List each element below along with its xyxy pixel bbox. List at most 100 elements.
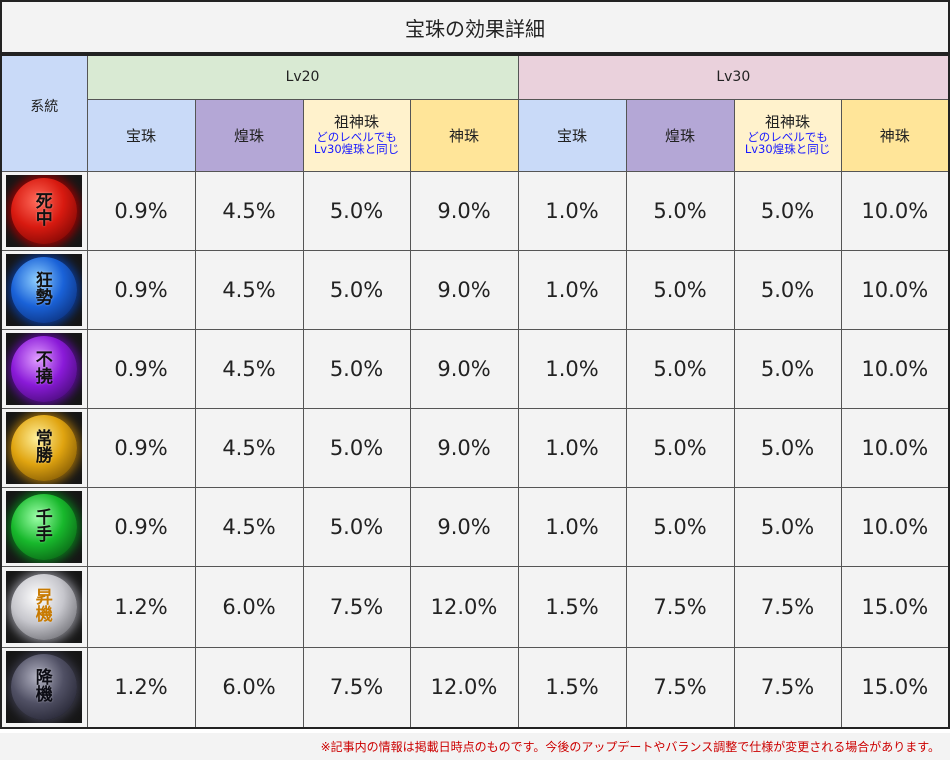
table-row: 死中 0.9% 4.5% 5.0% 9.0% 1.0% 5.0% 5.0% 10.0% — [0, 170, 950, 251]
orb-graphic: 不撓 — [11, 335, 78, 402]
lv20-shinju-value: 12.0% — [409, 565, 519, 648]
orb-glyph-top: 常 — [35, 428, 53, 449]
table-row: 昇機 1.2% 6.0% 7.5% 12.0% 1.5% 7.5% 7.5% 15.0% — [0, 565, 950, 648]
orb-icon-cell: 常勝 — [0, 407, 88, 488]
lv30-kouju-header: 煌珠 — [625, 98, 735, 172]
lv30-shinju-value: 10.0% — [840, 407, 950, 488]
table-row: 千手 0.9% 4.5% 5.0% 9.0% 1.0% 5.0% 5.0% 10.0% — [0, 486, 950, 567]
orb-glyph-bottom: 機 — [35, 685, 53, 706]
lv20-soshin-value: 5.0% — [302, 249, 411, 330]
orb-icon-cell: 狂勢 — [0, 249, 88, 330]
orb-icon-cell: 降機 — [0, 646, 88, 729]
orb-icon-cell: 昇機 — [0, 565, 88, 648]
lv20-kouju-value: 4.5% — [194, 170, 304, 251]
orb-graphic: 常勝 — [11, 414, 78, 481]
lv20-soshin-value: 7.5% — [302, 565, 411, 648]
lv20-soshin-value: 7.5% — [302, 646, 411, 729]
lv30-houju-value: 1.0% — [517, 407, 627, 488]
orb-glyph-bottom: 手 — [35, 524, 53, 545]
table-body: 死中 0.9% 4.5% 5.0% 9.0% 1.0% 5.0% 5.0% 10.0% 狂勢 0.9… — [0, 170, 950, 729]
lv30-soshin-value: 5.0% — [733, 249, 842, 330]
lv20-soshin-value: 5.0% — [302, 486, 411, 567]
orb-glyph-top: 降 — [35, 668, 53, 689]
orb-glyph-bottom: 機 — [35, 604, 53, 625]
lv30-soshin-value: 5.0% — [733, 407, 842, 488]
orb-icon: 降機 — [6, 651, 83, 724]
lv30-soshin-value: 5.0% — [733, 170, 842, 251]
orb-icon: 常勝 — [6, 411, 83, 484]
lv30-kouju-value: 7.5% — [625, 565, 735, 648]
lv20-shinju-value: 12.0% — [409, 646, 519, 729]
orb-icon: 千手 — [6, 490, 83, 563]
orb-graphic: 降機 — [11, 654, 78, 721]
lv30-soshin-header: 祖神珠 どのレベルでも Lv30煌珠と同じ — [733, 98, 842, 172]
lv30-soshin-value: 7.5% — [733, 565, 842, 648]
lv30-shinju-header: 神珠 — [840, 98, 950, 172]
lv20-kouju-value: 4.5% — [194, 328, 304, 409]
orb-glyph-top: 狂 — [35, 270, 53, 291]
lv30-kouju-value: 5.0% — [625, 170, 735, 251]
lv30-shinju-value: 10.0% — [840, 486, 950, 567]
orb-graphic: 昇機 — [11, 573, 78, 640]
lv30-header: Lv30 — [517, 54, 950, 100]
orb-glyph-top: 昇 — [35, 587, 53, 608]
lv30-soshin-note-1: どのレベルでも — [747, 130, 828, 145]
orb-glyph-top: 千 — [35, 507, 53, 528]
lv20-soshin-note-2: Lv30煌珠と同じ — [313, 142, 400, 157]
orb-icon-cell: 不撓 — [0, 328, 88, 409]
lv20-shinju-header: 神珠 — [409, 98, 519, 172]
table-row: 常勝 0.9% 4.5% 5.0% 9.0% 1.0% 5.0% 5.0% 10.0% — [0, 407, 950, 488]
lv20-shinju-value: 9.0% — [409, 170, 519, 251]
lv30-houju-value: 1.0% — [517, 170, 627, 251]
lv20-houju-value: 1.2% — [86, 646, 196, 729]
lv30-houju-value: 1.0% — [517, 486, 627, 567]
lv30-shinju-value: 15.0% — [840, 646, 950, 729]
lv30-shinju-value: 10.0% — [840, 249, 950, 330]
lv30-kouju-value: 5.0% — [625, 249, 735, 330]
lv30-houju-value: 1.0% — [517, 328, 627, 409]
lv30-houju-value: 1.5% — [517, 646, 627, 729]
lv20-kouju-value: 4.5% — [194, 407, 304, 488]
lv30-kouju-value: 5.0% — [625, 407, 735, 488]
system-header: 系統 — [0, 54, 88, 172]
lv20-houju-value: 0.9% — [86, 170, 196, 251]
lv20-shinju-value: 9.0% — [409, 407, 519, 488]
lv20-kouju-value: 4.5% — [194, 249, 304, 330]
orb-glyph-bottom: 中 — [35, 208, 53, 229]
lv20-soshin-header: 祖神珠 どのレベルでも Lv30煌珠と同じ — [302, 98, 411, 172]
lv20-houju-header: 宝珠 — [86, 98, 196, 172]
lv20-kouju-value: 6.0% — [194, 646, 304, 729]
lv20-soshin-note-1: どのレベルでも — [316, 130, 397, 145]
lv20-soshin-value: 5.0% — [302, 407, 411, 488]
orb-icon: 不撓 — [6, 332, 83, 405]
lv20-houju-value: 0.9% — [86, 328, 196, 409]
table-row: 降機 1.2% 6.0% 7.5% 12.0% 1.5% 7.5% 7.5% 15.0% — [0, 646, 950, 729]
orb-icon: 昇機 — [6, 570, 83, 643]
lv20-soshin-label: 祖神珠 — [333, 112, 379, 131]
lv20-header: Lv20 — [86, 54, 519, 100]
orb-glyph-bottom: 勢 — [35, 287, 53, 308]
lv20-shinju-value: 9.0% — [409, 328, 519, 409]
orb-graphic: 死中 — [11, 177, 78, 244]
lv20-houju-value: 0.9% — [86, 407, 196, 488]
lv20-soshin-value: 5.0% — [302, 328, 411, 409]
orb-glyph-top: 死 — [35, 191, 53, 212]
lv20-kouju-value: 6.0% — [194, 565, 304, 648]
lv20-soshin-value: 5.0% — [302, 170, 411, 251]
lv30-soshin-value: 7.5% — [733, 646, 842, 729]
lv30-shinju-value: 10.0% — [840, 328, 950, 409]
lv30-soshin-note-2: Lv30煌珠と同じ — [744, 142, 831, 157]
lv30-kouju-value: 5.0% — [625, 486, 735, 567]
lv20-shinju-value: 9.0% — [409, 486, 519, 567]
orb-glyph-bottom: 撓 — [35, 366, 53, 387]
orb-graphic: 狂勢 — [11, 256, 78, 323]
lv30-kouju-value: 7.5% — [625, 646, 735, 729]
lv20-houju-value: 0.9% — [86, 249, 196, 330]
orb-icon-cell: 死中 — [0, 170, 88, 251]
table-title: 宝珠の効果詳細 — [0, 0, 950, 54]
lv20-shinju-value: 9.0% — [409, 249, 519, 330]
lv20-houju-value: 1.2% — [86, 565, 196, 648]
lv20-kouju-value: 4.5% — [194, 486, 304, 567]
table-row: 不撓 0.9% 4.5% 5.0% 9.0% 1.0% 5.0% 5.0% 10.0% — [0, 328, 950, 409]
orb-icon: 死中 — [6, 174, 83, 247]
